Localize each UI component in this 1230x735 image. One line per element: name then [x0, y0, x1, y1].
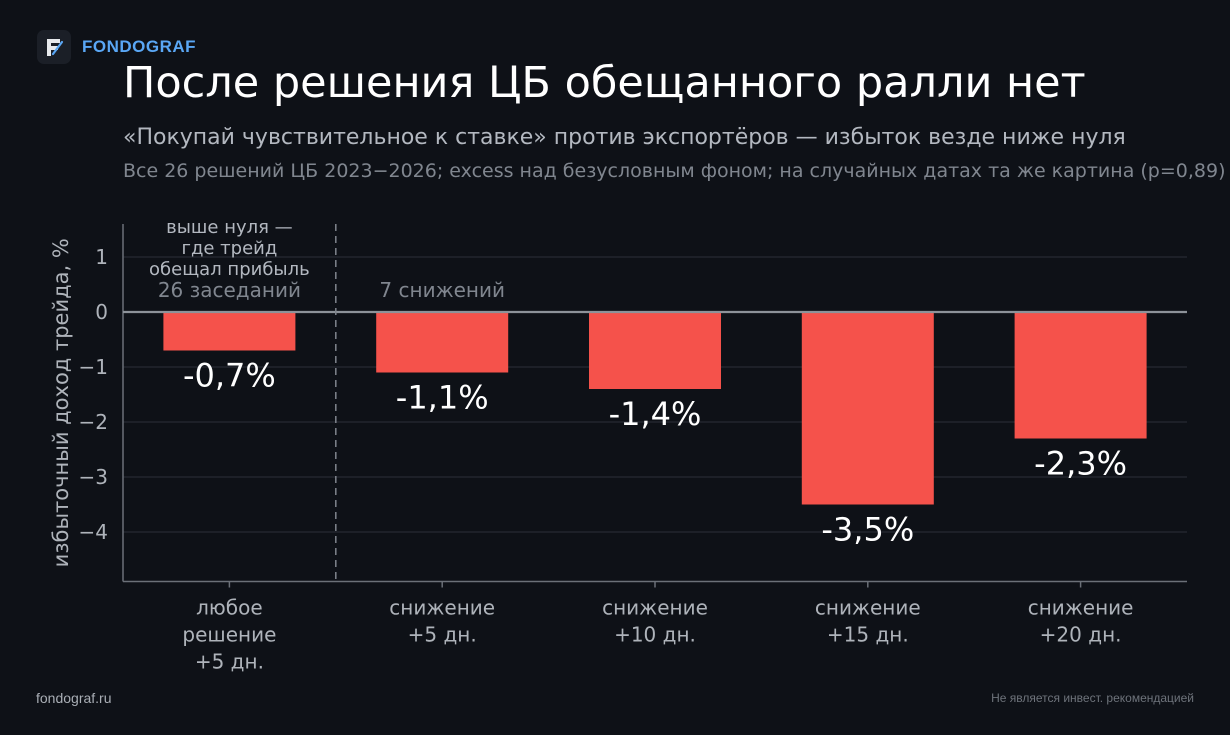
bar — [163, 312, 296, 351]
y-tick-label: −4 — [79, 520, 108, 544]
data-label: -1,1% — [396, 379, 489, 417]
chart-note: Все 26 решений ЦБ 2023−2026; excess над … — [123, 160, 1226, 182]
footer-disclaimer: Не является инвест. рекомендацией — [991, 691, 1194, 705]
x-tick-label: снижение — [815, 596, 921, 620]
group-label-cuts: 7 снижений — [379, 278, 505, 302]
footer-site[interactable]: fondograf.ru — [36, 690, 112, 706]
y-tick-label: 0 — [95, 300, 108, 324]
bar — [1014, 312, 1147, 439]
bar — [589, 312, 721, 389]
x-tick-label: +5 дн. — [408, 623, 477, 647]
brand: FONDOGRAF — [37, 30, 196, 64]
group-label-all: 26 заседаний — [158, 278, 301, 302]
x-tick-label: +15 дн. — [827, 623, 909, 647]
x-tick-label: +20 дн. — [1040, 623, 1122, 647]
x-tick-label: любое — [196, 596, 263, 620]
x-tick-label: снижение — [602, 596, 708, 620]
chart-title: После решения ЦБ обещанного ралли нет — [123, 58, 1086, 108]
y-tick-label: −1 — [79, 355, 108, 379]
x-tick-label: снижение — [389, 596, 495, 620]
y-tick-label: −2 — [79, 410, 108, 434]
logo-icon — [37, 30, 71, 64]
y-tick-label: 1 — [95, 245, 108, 269]
data-label: -0,7% — [183, 357, 276, 395]
bar — [376, 312, 509, 373]
data-label: -2,3% — [1034, 445, 1127, 483]
data-label: -1,4% — [609, 395, 702, 433]
chart-subtitle: «Покупай чувствительное к ставке» против… — [123, 125, 1126, 150]
data-label: -3,5% — [821, 511, 914, 549]
x-tick-label: решение — [182, 623, 276, 647]
y-tick-label: −3 — [79, 465, 108, 489]
x-tick-label: +5 дн. — [195, 650, 264, 674]
positive-zone-annotation: где трейд — [181, 238, 277, 259]
positive-zone-annotation: обещал прибыль — [149, 259, 310, 280]
y-axis-label: избыточный доход трейда, % — [49, 238, 73, 567]
x-tick-label: +10 дн. — [614, 623, 696, 647]
brand-name: FONDOGRAF — [82, 37, 197, 56]
positive-zone-annotation: выше нуля — — [166, 217, 293, 238]
bar — [801, 312, 934, 505]
x-tick-label: снижение — [1028, 596, 1134, 620]
